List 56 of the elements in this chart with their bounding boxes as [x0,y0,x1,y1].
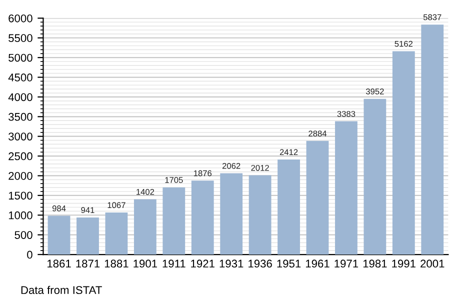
y-tick-label: 1500 [8,192,32,200]
bar [364,98,386,255]
y-tick-label: 5000 [8,54,32,62]
bar [335,121,358,255]
x-tick-label: 1921 [191,260,214,268]
x-tick-label: 1911 [162,260,186,268]
data-label: 3383 [337,110,356,117]
y-tick-label: 4000 [8,93,32,102]
x-tick-label: 1961 [306,260,330,268]
bar [191,180,214,255]
x-tick-label: 1971 [334,260,358,268]
data-label: 2012 [251,164,269,171]
x-tick-label: 2001 [420,260,444,268]
y-tick-label: 3000 [8,132,32,140]
x-tick-label: 1936 [248,260,272,268]
bar [76,217,99,255]
x-tick-label: 1881 [104,260,128,268]
data-label: 2884 [308,130,327,136]
data-label: 2412 [280,149,298,156]
data-label: 984 [52,205,66,212]
bar [421,24,444,255]
bar [220,173,243,255]
data-label: 5837 [423,14,442,20]
y-tick-label: 3500 [8,112,32,121]
y-tick-label: 0 [27,250,32,259]
bar [278,160,300,255]
y-tick-label: 1000 [8,211,32,220]
x-tick-label: 1901 [134,260,157,268]
y-tick-label: 4500 [8,74,32,82]
text: Data from ISTAT [21,286,102,294]
bar [105,212,128,255]
y-tick-label: 2000 [8,172,32,180]
bar [48,216,70,255]
bar [248,175,272,255]
data-label: 1402 [136,188,154,195]
x-tick-label: 1931 [220,260,244,268]
data-label: 5162 [394,40,413,47]
y-tick-label: 2500 [8,152,32,160]
x-tick-label: 1991 [392,260,416,268]
bar [134,199,156,255]
y-tick-label: 6000 [8,14,32,22]
y-tick-label: 500 [14,231,32,239]
x-tick-label: 1951 [277,260,301,268]
bar [306,140,329,255]
x-tick-label: 1861 [48,260,71,268]
data-label: 2062 [222,162,240,169]
data-label: 1067 [108,202,126,208]
x-tick-label: 1981 [363,260,387,268]
bar [392,51,415,255]
data-label: 941 [81,207,94,214]
y-tick-label: 5500 [8,34,32,42]
bar [162,187,186,255]
x-tick-label: 1871 [76,260,100,268]
data-label: 1876 [194,170,212,176]
data-label: 1705 [165,177,183,183]
data-label: 3952 [366,88,384,94]
